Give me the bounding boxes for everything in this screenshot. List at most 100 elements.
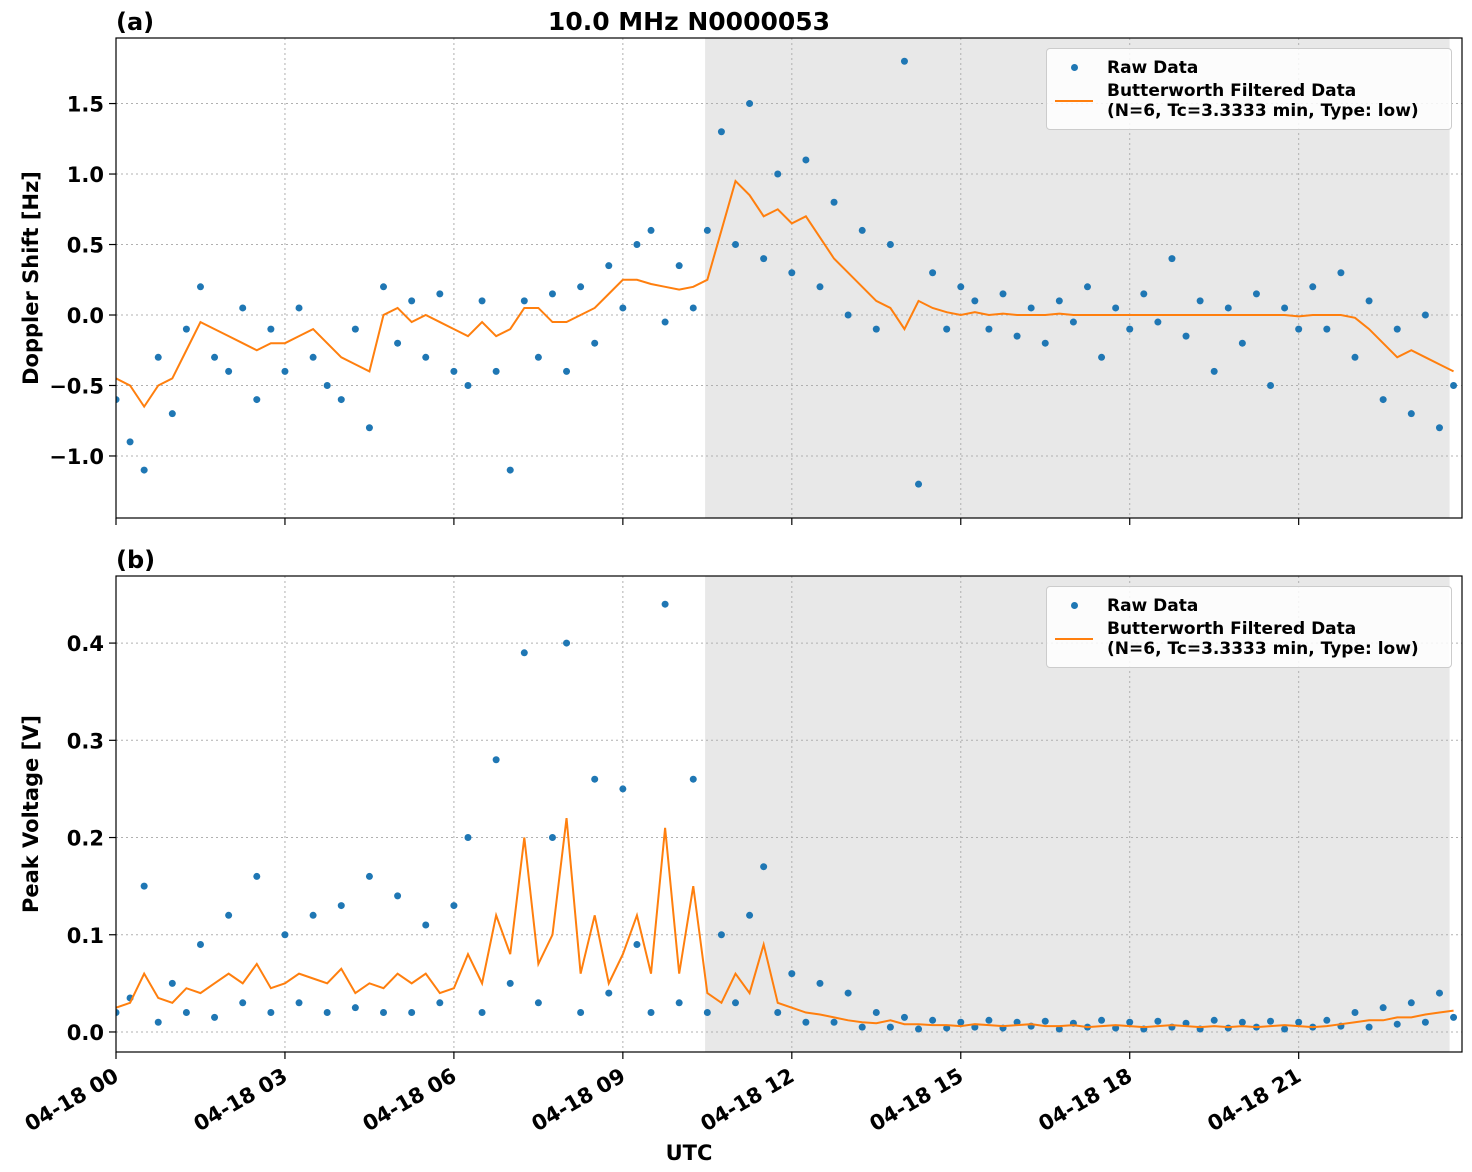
raw-point [1055,1025,1063,1033]
raw-point [1351,353,1359,361]
raw-point [1224,304,1232,312]
raw-point [872,325,880,333]
raw-point [957,1018,965,1026]
raw-point [633,241,641,249]
panel-label: (b) [116,546,155,574]
raw-point [731,241,739,249]
raw-point [253,872,261,880]
raw-point [154,353,162,361]
raw-point [492,756,500,764]
raw-point [1168,255,1176,263]
raw-point [394,339,402,347]
axes-frame [115,575,1463,1053]
raw-point [239,999,247,1007]
raw-point [1112,1024,1120,1032]
raw-point [450,367,458,375]
raw-point [196,283,204,291]
raw-point [647,1009,655,1017]
y-tick-label: −0.5 [49,374,104,398]
raw-point [943,325,951,333]
raw-point [365,424,373,432]
raw-point [605,262,613,270]
raw-point [116,1009,120,1017]
raw-point [1393,1020,1401,1028]
raw-point [830,1018,838,1026]
raw-point [1393,325,1401,333]
raw-point [858,226,866,234]
legend-item: Butterworth Filtered Data (N=6, Tc=3.333… [1055,619,1443,659]
x-tick-label: 04-18 09 [528,1064,630,1137]
x-tick-label: 04-18 21 [1203,1064,1305,1137]
raw-point [281,367,289,375]
raw-point [1098,1016,1106,1024]
raw-point [337,396,345,404]
legend-text: Raw Data [1107,58,1199,78]
raw-point [900,1013,908,1021]
raw-point [1098,353,1106,361]
raw-point [534,999,542,1007]
raw-point [605,989,613,997]
raw-point [295,999,303,1007]
raw-point [661,318,669,326]
plot-area [116,57,1458,488]
legend-marker [1071,602,1078,609]
y-tick-label: 0.1 [67,924,104,948]
raw-point [717,128,725,136]
raw-point [1055,297,1063,305]
raw-point [140,466,148,474]
legend-marker [1071,64,1078,71]
y-axis-label: Doppler Shift [Hz] [19,171,43,385]
raw-point [253,396,261,404]
raw-point [1267,1017,1275,1025]
raw-point [182,1009,190,1017]
raw-point [689,775,697,783]
raw-point [168,979,176,987]
raw-point [689,304,697,312]
raw-point [591,775,599,783]
legend-key [1055,595,1095,617]
raw-point [548,834,556,842]
x-tick-label: 04-18 00 [21,1064,123,1137]
raw-point [196,940,204,948]
raw-point [225,911,233,919]
raw-point [422,921,430,929]
raw-point [464,834,472,842]
raw-point [915,480,923,488]
raw-point [309,911,317,919]
raw-point [506,979,514,987]
raw-point [675,999,683,1007]
raw-point [802,1018,810,1026]
raw-point [1295,325,1303,333]
legend-item: Raw Data [1055,57,1443,79]
legend-item: Butterworth Filtered Data (N=6, Tc=3.333… [1055,81,1443,121]
raw-point [830,198,838,206]
raw-point [1435,424,1443,432]
filtered-line [116,179,1454,409]
raw-point [957,283,965,291]
raw-point [534,353,542,361]
raw-point [1450,1013,1458,1021]
legend: Raw Data Butterworth Filtered Data (N=6, … [1046,586,1452,668]
raw-point [323,1009,331,1017]
raw-point [295,304,303,312]
legend-key [1055,628,1095,650]
raw-point [1450,381,1458,389]
raw-point [619,785,627,793]
raw-point [999,290,1007,298]
x-tick-label: 04-18 06 [359,1064,461,1137]
x-tick-label: 04-18 12 [697,1064,799,1137]
x-tick-label: 04-18 15 [865,1064,967,1137]
raw-point [450,902,458,910]
raw-point [1126,1018,1134,1026]
raw-point [900,57,908,65]
raw-point [211,1013,219,1021]
raw-point [1421,311,1429,319]
raw-point [1351,1009,1359,1017]
raw-point [1267,381,1275,389]
raw-point [408,297,416,305]
raw-point [520,649,528,657]
raw-point [886,1023,894,1031]
raw-point [858,1023,866,1031]
legend: Raw Data Butterworth Filtered Data (N=6, … [1046,48,1452,130]
raw-point [760,863,768,871]
